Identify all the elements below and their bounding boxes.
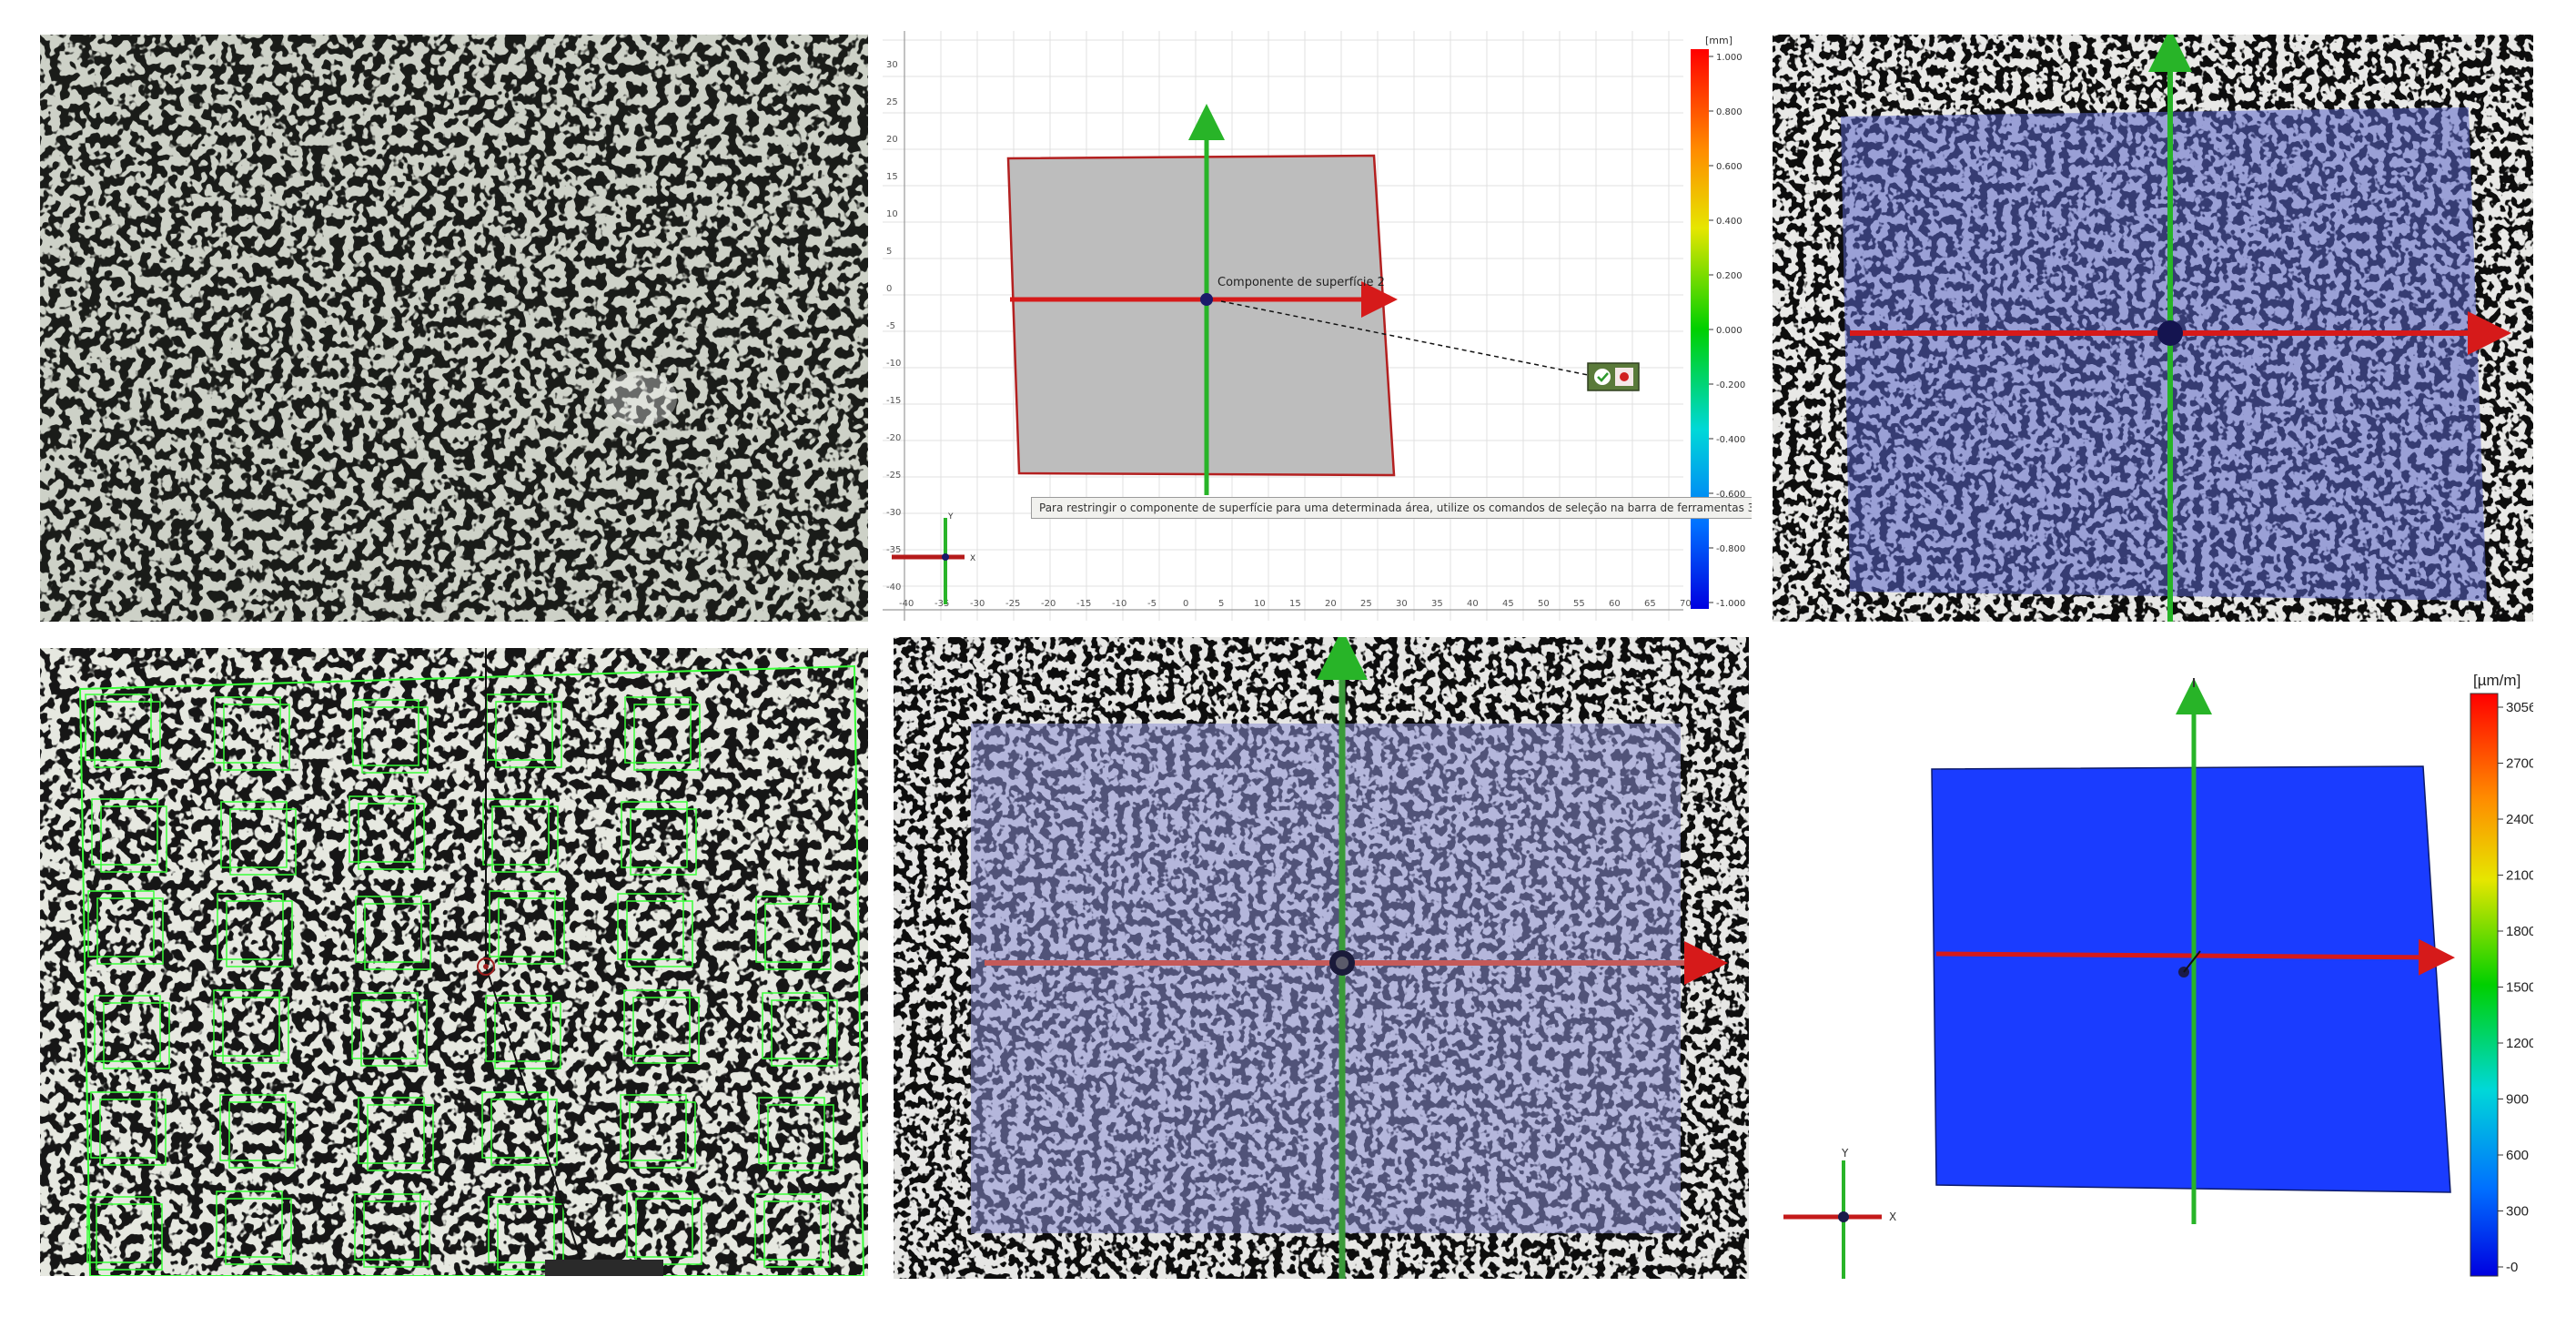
y-tick-label: -25 [886,471,901,481]
origin-point [1200,293,1213,306]
triad-y-label: Y [1841,1147,1849,1160]
x-tick-label: 35 [1431,599,1443,609]
strain-scale-label: 1500 [2506,980,2533,996]
mm-scale-label: 0.400 [1716,217,1743,227]
region-outline [78,664,865,1276]
strain-result-panel: [µm/m] 3056 2700 2400 2100 1800 1500 1200 900 60… [1773,642,2533,1279]
confirm-tool-button[interactable] [1587,362,1640,391]
strain-color-scale [2470,693,2499,1277]
strain-scale-label: -0 [2506,1260,2518,1275]
x-tick-label: 15 [1289,599,1301,609]
facet-grid-panel [40,648,868,1276]
y-tick-label: -30 [886,508,901,518]
y-tick-label: 25 [886,97,898,107]
lavender-overlay-region [971,724,1681,1233]
y-tick-label: -15 [886,396,901,406]
strain-scale-label: 3056 [2506,700,2533,715]
strain-plane [1931,765,2451,1193]
x-tick-label: 5 [1218,599,1224,609]
x-tick-label: -35 [934,599,949,609]
overlay-panel-top-right [1773,35,2533,622]
x-tick-label: 40 [1467,599,1479,609]
facet-squares [85,694,838,1271]
x-tick-label: 0 [1183,599,1188,609]
mm-scale-label: -1.000 [1716,599,1745,609]
speckle-image-panel [40,35,868,622]
strain-scale-label: 1800 [2506,924,2533,939]
x-tick-label: 10 [1254,599,1266,609]
x-tick-label: -30 [970,599,985,609]
x-tick-label: 20 [1325,599,1337,609]
x-tick-label: -5 [1147,599,1157,609]
mm-scale-label: 0.200 [1716,271,1743,281]
triad-x-label: X [970,554,975,563]
x-tick-label: 55 [1573,599,1585,609]
strain-scale-label: 600 [2506,1148,2529,1163]
mm-color-scale [1691,49,1709,609]
y-tick-label: -5 [886,321,895,331]
y-tick-label: 30 [886,60,898,70]
surface-plane [1006,154,1396,477]
x-tick-label: -15 [1076,599,1091,609]
mm-scale-label: -0.800 [1716,544,1745,554]
x-tick-label: -40 [899,599,914,609]
mm-scale-label: 0.600 [1716,162,1743,172]
x-tick-label: -25 [1005,599,1020,609]
x-tick-label: -20 [1041,599,1056,609]
mm-scale-label: 0.000 [1716,326,1743,336]
x-tick-label: 30 [1396,599,1408,609]
x-tick-label: 65 [1644,599,1656,609]
mm-scale-label: 1.000 [1716,53,1743,63]
x-tick-label: 50 [1538,599,1550,609]
y-tick-label: -10 [886,359,901,369]
y-tick-label: 0 [886,284,892,294]
component-label: Componente de superfície 2 [1217,276,1385,289]
y-tick-label: -40 [886,582,901,593]
surface-component-panel: 30 25 20 15 10 5 0 -5 -10 -15 -20 -25 -30 -35 -40 -40-… [883,31,1752,621]
y-tick-label: 20 [886,135,898,145]
speckle-pattern [40,35,868,622]
mm-unit-label: [mm] [1705,35,1732,46]
mm-scale-label: -0.600 [1716,490,1745,500]
y-tick-label: 10 [886,209,898,219]
selection-hint-tooltip: Para restringir o componente de superfíc… [1031,497,1752,519]
x-tick-label: 45 [1502,599,1514,609]
mm-scale-label: -0.400 [1716,435,1745,445]
triad-x-label: X [1889,1211,1896,1223]
close-icon [1620,372,1629,381]
strain-scale-label: 1200 [2506,1036,2533,1051]
mm-scale-label: -0.200 [1716,380,1745,390]
strain-scale-label: 2700 [2506,756,2533,772]
mm-scale-label: 0.800 [1716,107,1743,117]
strain-scale-label: 2100 [2506,868,2533,884]
y-tick-label: -35 [886,545,901,555]
strain-scale-label: 300 [2506,1204,2529,1220]
y-tick-label: 15 [886,172,898,182]
strain-unit-label: [µm/m] [2473,672,2520,689]
x-tick-label: 25 [1360,599,1372,609]
blue-overlay-region [1841,107,2487,601]
x-tick-label: 60 [1609,599,1621,609]
x-axis-red [1935,938,2455,976]
triad-y-label: Y [947,512,954,522]
x-tick-label: 70 [1680,599,1692,609]
overlay-panel-bottom-middle [894,637,1749,1279]
strain-scale-label: 900 [2506,1092,2529,1108]
strain-scale-label: 2400 [2506,812,2533,827]
y-tick-label: 5 [886,247,892,257]
x-tick-label: -10 [1112,599,1126,609]
y-tick-label: -20 [886,433,901,443]
